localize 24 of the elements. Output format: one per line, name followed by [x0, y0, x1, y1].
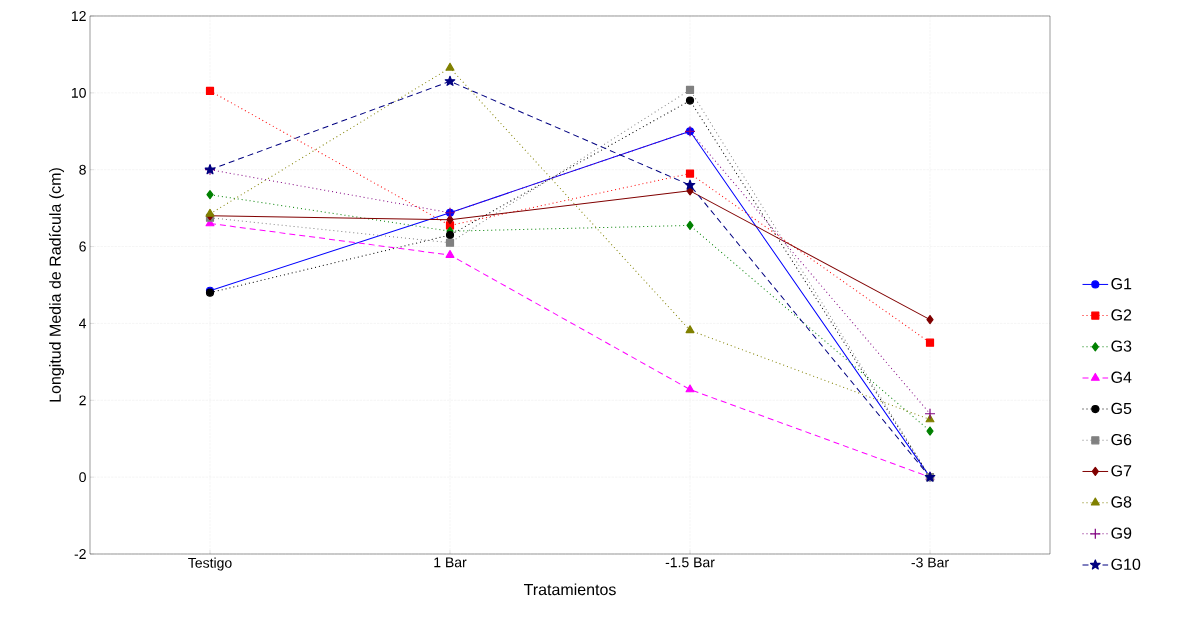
y-tick-label: 8 — [79, 164, 86, 175]
legend-label: G5 — [1111, 402, 1132, 415]
y-tick-label: 2 — [79, 395, 86, 406]
y-axis-title: Longitud Media de Radícula (cm) — [48, 168, 65, 402]
legend-label: G2 — [1111, 309, 1132, 321]
y-tick-label: 12 — [71, 11, 86, 21]
y-tick-label: -2 — [74, 549, 86, 559]
x-tick-label: 1 Bar — [434, 557, 467, 568]
legend-label: G7 — [1111, 465, 1132, 477]
legend-label: G1 — [1111, 278, 1132, 290]
legend-label: G10 — [1111, 558, 1141, 570]
legend-label: G9 — [1111, 527, 1132, 539]
legend-label: G6 — [1111, 433, 1132, 446]
legend-label: G8 — [1111, 496, 1132, 508]
legend-label: G4 — [1111, 371, 1132, 383]
x-tick-label: Testigo — [188, 557, 232, 571]
y-tick-label: 6 — [79, 241, 86, 252]
y-tick-label: 10 — [71, 87, 86, 98]
y-tick-label: 4 — [79, 318, 87, 329]
x-tick-label: -1.5 Bar — [665, 557, 715, 568]
x-axis-title: Tratamientos — [523, 583, 616, 596]
x-tick-label: -3 Bar — [911, 557, 949, 568]
y-tick-label: 0 — [79, 472, 86, 483]
legend-label: G3 — [1111, 340, 1132, 352]
